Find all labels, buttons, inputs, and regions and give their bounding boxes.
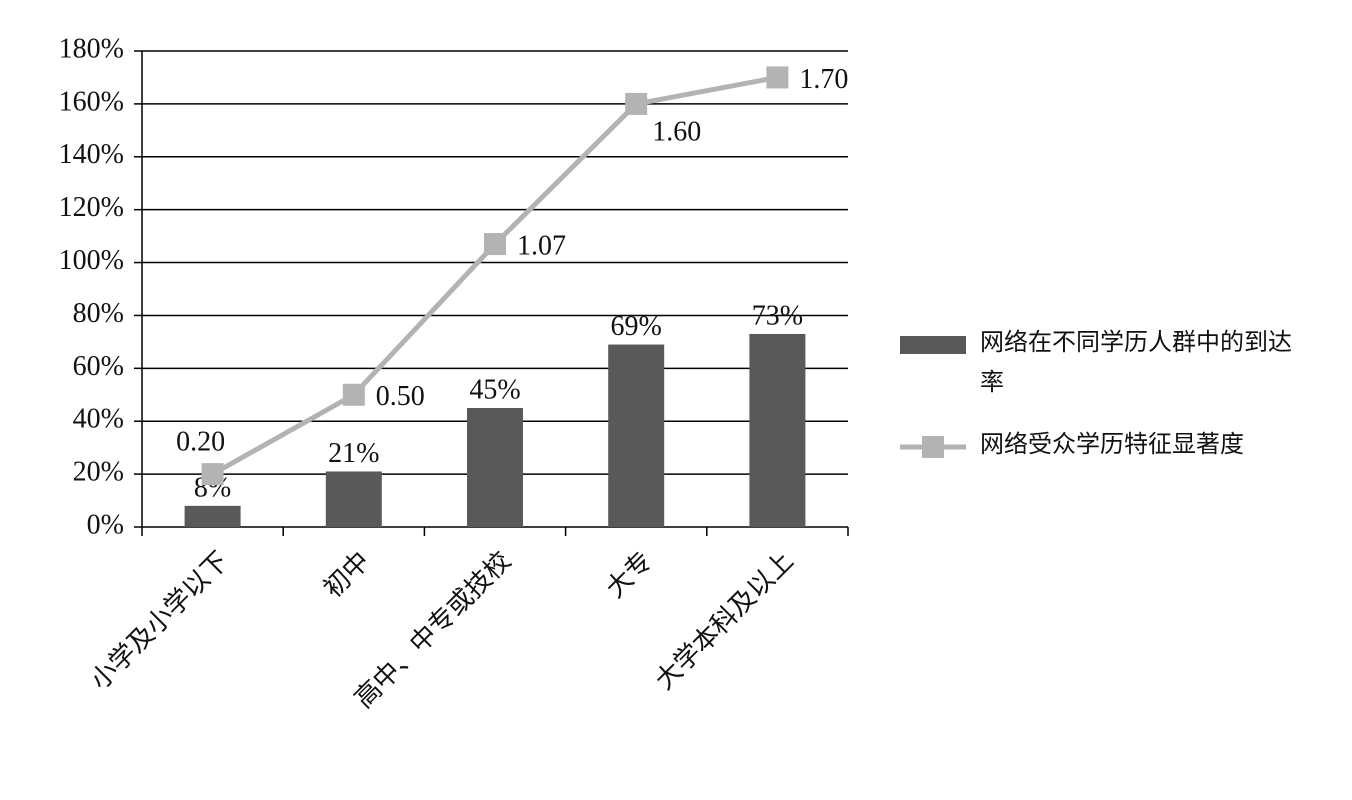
bar bbox=[325, 471, 382, 527]
x-tick-label: 高中、中专或技校 bbox=[349, 546, 517, 714]
line-value-label: 1.60 bbox=[652, 116, 701, 147]
legend-item: 网络在不同学历人群中的到达率 bbox=[900, 322, 1310, 402]
x-tick-label: 初中 bbox=[318, 546, 376, 604]
legend-swatch bbox=[900, 336, 966, 354]
line-marker bbox=[766, 66, 789, 89]
line-marker bbox=[625, 92, 648, 115]
y-tick-label: 40% bbox=[73, 404, 124, 435]
bar bbox=[749, 333, 806, 527]
bar-value-label: 73% bbox=[752, 300, 803, 331]
y-tick-label: 20% bbox=[73, 457, 124, 488]
y-tick-label: 140% bbox=[59, 139, 124, 170]
bar bbox=[184, 505, 241, 527]
y-tick-label: 80% bbox=[73, 298, 124, 329]
legend: 网络在不同学历人群中的到达率网络受众学历特征显著度 bbox=[900, 322, 1330, 486]
line-marker bbox=[484, 233, 506, 256]
y-tick-label: 60% bbox=[73, 351, 124, 382]
line-value-label: 1.70 bbox=[799, 64, 848, 95]
y-tick-label: 100% bbox=[59, 245, 124, 276]
bar bbox=[608, 344, 665, 527]
bar bbox=[467, 408, 523, 527]
legend-label: 网络在不同学历人群中的到达率 bbox=[980, 328, 1292, 396]
x-tick-label: 小学及小学以下 bbox=[85, 546, 235, 696]
x-tick-label: 大学本科及以上 bbox=[650, 546, 800, 696]
legend-swatch-bar bbox=[900, 336, 966, 354]
line-value-label: 0.20 bbox=[176, 427, 225, 458]
y-tick-label: 160% bbox=[59, 86, 124, 117]
y-tick-label: 120% bbox=[59, 192, 124, 223]
legend-label: 网络受众学历特征显著度 bbox=[980, 430, 1244, 458]
legend-item: 网络受众学历特征显著度 bbox=[900, 424, 1310, 464]
line-marker bbox=[201, 463, 224, 486]
legend-swatch bbox=[900, 436, 966, 458]
line-marker bbox=[342, 383, 365, 406]
y-tick-label: 180% bbox=[59, 33, 124, 64]
legend-swatch-marker bbox=[922, 436, 944, 458]
y-tick-label: 0% bbox=[87, 509, 124, 540]
line-value-label: 1.07 bbox=[517, 230, 566, 261]
x-tick-label: 大专 bbox=[600, 546, 658, 604]
bar-value-label: 69% bbox=[611, 311, 662, 342]
bar-value-label: 45% bbox=[469, 374, 520, 405]
bar-value-label: 21% bbox=[328, 438, 379, 469]
line-value-label: 0.50 bbox=[376, 381, 425, 412]
